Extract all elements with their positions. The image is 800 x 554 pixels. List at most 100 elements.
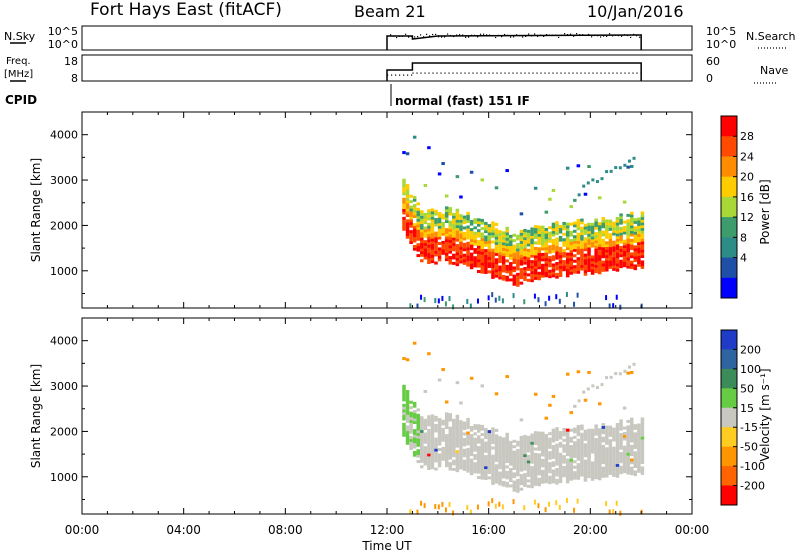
colorbar-swatch: [721, 196, 737, 218]
velocity-cell: [526, 473, 531, 477]
nsearch-dot: [552, 34, 554, 36]
x-axis-label: Time UT: [361, 539, 412, 553]
power-cell: [416, 207, 420, 211]
velocity-cell: [537, 458, 541, 462]
velocity-cell: [594, 459, 598, 463]
power-cell: [420, 294, 423, 300]
velocity-cell: [551, 474, 556, 478]
velocity-cell: [491, 476, 495, 480]
power-cell: [412, 244, 417, 248]
power-cell: [537, 225, 541, 229]
velocity-cell: [519, 487, 524, 491]
velocity-cell: [576, 471, 581, 475]
velocity-cell: [455, 417, 460, 421]
power-cell: [462, 226, 467, 230]
velocity-cell: [498, 444, 502, 448]
power-cell: [409, 224, 413, 228]
power-cell: [412, 239, 417, 243]
power-cell: [505, 275, 509, 279]
power-cell: [430, 222, 435, 226]
velocity-cell: [526, 471, 531, 475]
power-cell: [637, 261, 641, 265]
power-cell: [612, 259, 616, 263]
velocity-cell: [459, 450, 463, 454]
velocity-cell: [441, 446, 445, 450]
power-cell: [533, 249, 538, 253]
velocity-cell: [523, 448, 527, 452]
power-cell: [423, 226, 428, 230]
nsearch-dot: [396, 36, 398, 39]
power-cell: [605, 235, 609, 239]
nsearch-dot: [435, 33, 437, 36]
velocity-cell: [476, 429, 481, 433]
power-cell: [430, 241, 435, 245]
nave-dot: [616, 72, 618, 74]
velocity-cell: [551, 450, 556, 454]
power-cell: [576, 292, 579, 298]
power-cell: [622, 264, 627, 268]
nsearch-dot: [636, 35, 638, 37]
velocity-cell: [601, 444, 606, 448]
power-cell: [569, 205, 573, 209]
power-cell: [541, 258, 545, 262]
velocity-cell: [533, 469, 538, 473]
velocity-cell: [494, 477, 499, 481]
colorbar-tick-label: 8: [740, 231, 747, 244]
velocity-cell: [562, 460, 566, 464]
power-cell: [526, 262, 531, 266]
power-cell: [437, 212, 442, 216]
power-cell: [637, 247, 641, 251]
velocity-cell: [605, 447, 609, 451]
velocity-cell: [594, 448, 598, 452]
velocity-cell: [618, 372, 622, 376]
power-cell: [423, 229, 428, 233]
velocity-cell: [476, 427, 481, 431]
velocity-cell: [441, 433, 445, 437]
velocity-cell: [487, 476, 492, 480]
velocity-cell: [523, 462, 527, 466]
velocity-cell: [587, 431, 591, 435]
velocity-cell: [541, 461, 545, 465]
power-cell: [533, 252, 538, 256]
velocity-cell: [505, 449, 509, 453]
power-cell: [480, 221, 485, 225]
velocity-cell: [416, 441, 420, 445]
power-cell: [573, 270, 577, 274]
velocity-cell: [622, 456, 627, 460]
power-cell: [580, 259, 584, 263]
power-cell: [476, 223, 481, 227]
power-cell: [523, 256, 527, 260]
power-cell: [487, 232, 492, 236]
velocity-cell: [619, 510, 622, 516]
velocity-cell: [498, 455, 502, 459]
velocity-cell: [601, 428, 606, 432]
power-cell: [501, 255, 506, 259]
velocity-cell: [491, 446, 495, 450]
velocity-cell: [494, 475, 499, 479]
nave-dot: [624, 72, 626, 74]
velocity-colorbar-label: Velocity [m s⁻¹]: [758, 368, 772, 461]
power-cell: [459, 257, 463, 261]
power-cell: [466, 220, 470, 224]
velocity-cell: [523, 473, 527, 477]
power-cell: [555, 272, 559, 276]
velocity-cell: [629, 436, 634, 440]
power-cell: [423, 245, 428, 249]
power-cell: [551, 244, 556, 248]
velocity-cell: [466, 434, 470, 438]
power-cell: [608, 227, 613, 231]
power-cell: [622, 245, 627, 249]
velocity-cell: [590, 439, 595, 443]
power-cell: [583, 192, 588, 196]
power-cell: [612, 221, 616, 225]
colorbar-frame: [720, 115, 738, 299]
power-cell: [430, 254, 435, 258]
velocity-cell: [533, 455, 538, 459]
velocity-cell: [548, 470, 552, 474]
power-cell: [437, 222, 442, 226]
nave-dot: [407, 74, 409, 76]
power-cell: [452, 221, 456, 225]
velocity-cell: [498, 501, 501, 507]
power-cell: [402, 181, 406, 185]
